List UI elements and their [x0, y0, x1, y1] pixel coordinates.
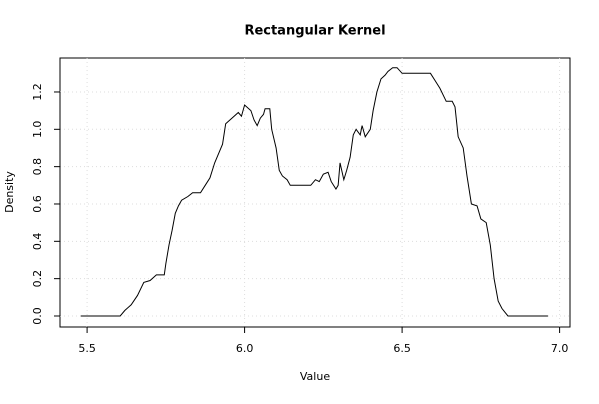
y-tick-label: 0.6: [31, 195, 44, 213]
x-tick-label: 7.0: [551, 342, 569, 355]
x-axis-label: Value: [300, 370, 330, 383]
x-tick-label: 5.5: [78, 342, 96, 355]
y-tick-label: 0.4: [31, 233, 44, 251]
chart-title: Rectangular Kernel: [244, 24, 385, 39]
x-tick-label: 6.0: [236, 342, 254, 355]
y-tick-label: 0.0: [31, 307, 44, 325]
x-tick-label: 6.5: [393, 342, 411, 355]
y-tick-label: 0.8: [31, 158, 44, 176]
y-tick-label: 0.2: [31, 270, 44, 288]
density-line: [80, 67, 548, 317]
y-axis-label: Density: [3, 171, 16, 213]
y-tick-label: 1.2: [31, 83, 44, 101]
y-tick-label: 1.0: [31, 121, 44, 139]
